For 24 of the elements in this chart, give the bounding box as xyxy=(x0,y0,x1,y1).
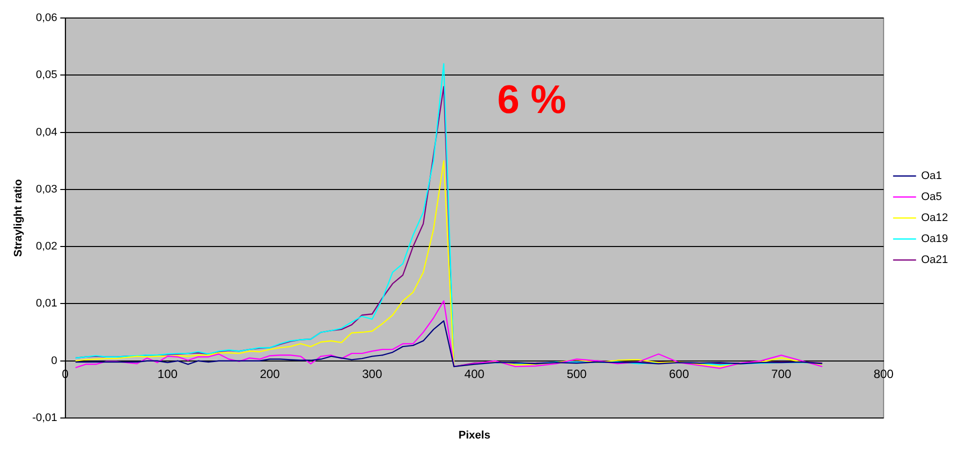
legend-label: Oa19 xyxy=(921,233,948,246)
legend-label: Oa12 xyxy=(921,212,948,224)
y-tick-label: 0 xyxy=(51,354,58,367)
x-tick-label: 100 xyxy=(158,367,178,382)
x-tick-label: 500 xyxy=(566,367,588,382)
y-axis-title: Straylight ratio xyxy=(12,178,25,257)
y-tick-label: 0,01 xyxy=(36,298,58,310)
x-tick-label: 400 xyxy=(464,367,485,382)
y-tick-label: 0,06 xyxy=(36,12,58,24)
y-tick-label: 0,05 xyxy=(36,69,58,82)
x-tick-label: 800 xyxy=(874,367,894,382)
x-tick-label: 700 xyxy=(771,367,792,382)
annotation: 6 % xyxy=(497,78,566,122)
x-axis-title: Pixels xyxy=(458,430,490,442)
y-tick-label: 0,03 xyxy=(36,183,58,196)
x-tick-label: 600 xyxy=(668,367,690,382)
y-tick-label: 0,04 xyxy=(36,126,58,138)
x-tick-label: 200 xyxy=(260,367,280,382)
legend-label: Oa1 xyxy=(921,170,942,182)
legend-label: Oa5 xyxy=(921,191,942,204)
x-tick-label: 300 xyxy=(362,367,382,382)
y-tick-label: 0,02 xyxy=(36,240,58,253)
legend-label: Oa21 xyxy=(921,254,948,266)
y-tick-label: -0,01 xyxy=(32,412,58,424)
